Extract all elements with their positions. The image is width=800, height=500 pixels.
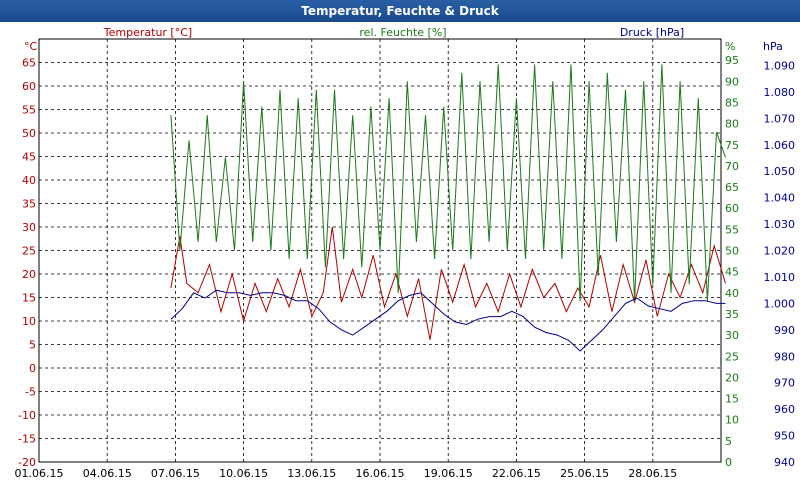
series-lines	[170, 64, 726, 352]
humidity-tick-label: 70	[725, 160, 739, 173]
humidity-tick-label: 40	[725, 287, 739, 300]
humidity-axis-label: rel. Feuchte [%]	[359, 26, 446, 39]
temperature-tick-label: 45	[22, 151, 36, 164]
humidity-tick-label: 15	[725, 393, 739, 406]
temperature-tick-label: 30	[22, 221, 36, 234]
humidity-tick-label: 55	[725, 223, 739, 236]
humidity-series-line	[170, 64, 726, 302]
humidity-tick-label: 20	[725, 371, 739, 384]
temperature-tick-label: 35	[22, 198, 36, 211]
pressure-tick-label: 1.020	[764, 245, 796, 258]
temperature-tick-label: 60	[22, 80, 36, 93]
temperature-tick-label: 10	[22, 315, 36, 328]
pressure-tick-label: 940	[774, 456, 795, 469]
pressure-tick-label: 970	[774, 377, 795, 390]
humidity-tick-label: 75	[725, 139, 739, 152]
x-tick-label: 16.06.15	[356, 467, 405, 480]
humidity-tick-label: 30	[725, 329, 739, 342]
pressure-tick-label: 950	[774, 430, 795, 443]
pressure-axis-ticks: 1.090 1.080 1.070 1.060 1.050 1.040 1.030 1.020…	[764, 59, 796, 469]
pressure-tick-label: 960	[774, 403, 795, 416]
humidity-tick-label: 25	[725, 350, 739, 363]
pressure-series-line	[170, 289, 726, 352]
x-tick-label: 01.06.15	[15, 467, 64, 480]
temperature-tick-label: 15	[22, 292, 36, 305]
humidity-tick-label: 95	[725, 54, 739, 67]
humidity-tick-label: 60	[725, 202, 739, 215]
pressure-tick-label: 980	[774, 350, 795, 363]
temperature-tick-label: 5	[29, 339, 36, 352]
temperature-tick-label: 40	[22, 174, 36, 187]
x-tick-label: 22.06.15	[492, 467, 541, 480]
temperature-tick-label: 25	[22, 245, 36, 258]
humidity-unit: %	[725, 40, 735, 53]
temperature-tick-label: 0	[29, 362, 36, 375]
temperature-tick-label: 50	[22, 127, 36, 140]
pressure-tick-label: 1.090	[764, 59, 796, 72]
pressure-tick-label: 990	[774, 324, 795, 337]
temperature-tick-label: 55	[22, 104, 36, 117]
humidity-tick-label: 10	[725, 414, 739, 427]
temperature-tick-label: 65	[22, 57, 36, 70]
humidity-tick-label: 50	[725, 245, 739, 258]
humidity-tick-label: 80	[725, 118, 739, 131]
x-tick-label: 28.06.15	[628, 467, 677, 480]
humidity-tick-label: 65	[725, 181, 739, 194]
x-axis-ticks: 01.06.15 04.06.15 07.06.15 10.06.15 13.06.15…	[15, 467, 678, 480]
pressure-tick-label: 1.040	[764, 192, 796, 205]
window-title: Temperatur, Feuchte & Druck	[0, 0, 800, 22]
temperature-axis-label: Temperatur [°C]	[103, 26, 192, 39]
humidity-tick-label: 0	[725, 456, 732, 469]
temperature-tick-label: -10	[18, 409, 36, 422]
pressure-axis-label: Druck [hPa]	[620, 26, 684, 39]
pressure-tick-label: 1.070	[764, 112, 796, 125]
humidity-tick-label: 35	[725, 308, 739, 321]
x-tick-label: 25.06.15	[560, 467, 609, 480]
humidity-tick-label: 90	[725, 75, 739, 88]
pressure-tick-label: 1.050	[764, 165, 796, 178]
temperature-tick-label: 20	[22, 268, 36, 281]
humidity-tick-label: 85	[725, 96, 739, 109]
temperature-tick-label: -15	[18, 433, 36, 446]
x-tick-label: 19.06.15	[424, 467, 473, 480]
x-tick-label: 10.06.15	[219, 467, 268, 480]
pressure-tick-label: 1.030	[764, 218, 796, 231]
temperature-tick-label: -20	[18, 456, 36, 469]
pressure-unit: hPa	[763, 40, 783, 53]
pressure-tick-label: 1.080	[764, 86, 796, 99]
pressure-tick-label: 1.010	[764, 271, 796, 284]
humidity-tick-label: 45	[725, 266, 739, 279]
temperature-series-line	[170, 226, 726, 340]
temperature-unit: °C	[24, 40, 38, 53]
temperature-tick-label: -5	[25, 386, 36, 399]
x-tick-label: 07.06.15	[151, 467, 200, 480]
pressure-tick-label: 1.000	[764, 297, 796, 310]
pressure-tick-label: 1.060	[764, 139, 796, 152]
humidity-tick-label: 5	[725, 435, 732, 448]
x-tick-label: 04.06.15	[83, 467, 132, 480]
x-tick-label: 13.06.15	[287, 467, 336, 480]
